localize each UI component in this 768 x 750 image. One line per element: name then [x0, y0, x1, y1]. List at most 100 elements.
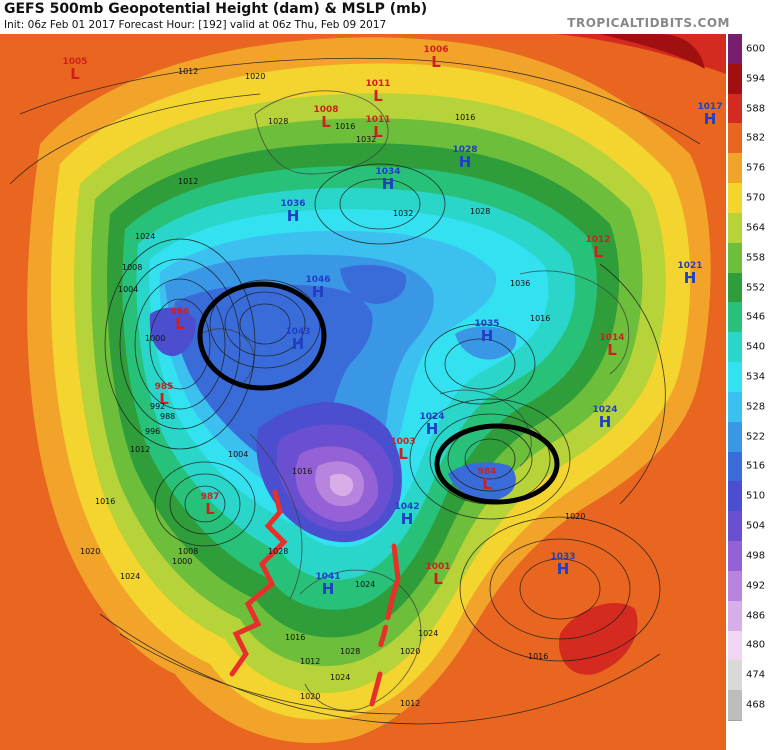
colorbar-swatch — [728, 451, 742, 483]
colorbar-label: 474 — [746, 669, 766, 681]
trough-line-east-a — [389, 543, 401, 602]
pressure-value: 1003 — [390, 437, 415, 447]
colorbar-label: 522 — [746, 431, 766, 443]
trough-line-east-b — [375, 597, 395, 657]
colorbar-level: 582 — [728, 123, 768, 155]
colorbar-swatch — [728, 242, 742, 274]
annotation-circle-west — [197, 281, 327, 391]
colorbar-swatch — [728, 153, 742, 185]
pressure-letter: L — [431, 53, 441, 71]
isobar-label: 1016 — [95, 497, 115, 506]
pressure-letter: H — [287, 207, 300, 225]
colorbar-label: 570 — [746, 192, 766, 204]
pressure-letter: L — [373, 123, 383, 141]
band-486 — [330, 473, 354, 497]
colorbar-label: 468 — [746, 699, 766, 711]
pressure-letter: L — [593, 243, 603, 261]
colorbar-label: 582 — [746, 132, 766, 144]
pressure-value: 1043 — [285, 327, 310, 337]
isobar-label: 1012 — [300, 657, 320, 666]
colorbar-level: 468 — [728, 690, 768, 721]
band-594-ne — [600, 34, 705, 69]
colorbar-label: 576 — [746, 162, 766, 174]
pressure-value: 1046 — [305, 275, 330, 285]
pressure-letter: L — [398, 445, 408, 463]
colorbar-label: 540 — [746, 341, 766, 353]
colorbar-swatch — [728, 362, 742, 393]
colorbar-label: 594 — [746, 73, 766, 85]
colorbar-level: 480 — [728, 630, 768, 662]
isobar-label: 1004 — [228, 450, 248, 459]
colorbar-label: 510 — [746, 490, 766, 502]
isobar-label: 1008 — [178, 547, 198, 556]
colorbar-label: 558 — [746, 252, 766, 264]
isobar-label: 1028 — [268, 117, 288, 126]
pressure-value: 1042 — [394, 502, 419, 512]
isobar-label: 1016 — [530, 314, 550, 323]
pressure-letter: L — [205, 500, 215, 518]
colorbar-swatch — [728, 630, 742, 662]
isobar-label: 1016 — [528, 652, 548, 661]
isobar-label: 1016 — [335, 122, 355, 131]
colorbar-level: 564 — [728, 212, 768, 244]
colorbar-swatch — [728, 332, 742, 364]
colorbar-level: 504 — [728, 511, 768, 543]
isobar-label: 1032 — [356, 135, 376, 144]
pressure-letter: L — [159, 390, 169, 408]
isobar-label: 1020 — [245, 72, 265, 81]
isobar-label: 1004 — [118, 285, 138, 294]
pressure-letter: H — [459, 153, 472, 171]
colorbar-swatch — [728, 63, 742, 95]
pressure-value: 1001 — [425, 562, 450, 572]
colorbar-swatch — [728, 123, 742, 155]
isobar-label: 996 — [145, 427, 160, 436]
pressure-value: 1024 — [592, 405, 617, 415]
isobar-label: 1024 — [135, 232, 155, 241]
pressure-letter: L — [70, 65, 80, 83]
pressure-letter: H — [292, 335, 305, 353]
colorbar-level: 540 — [728, 332, 768, 364]
isobar-label: 1012 — [178, 177, 198, 186]
colorbar-swatch — [728, 570, 742, 602]
pressure-value: 1041 — [315, 572, 340, 582]
colorbar-level: 558 — [728, 242, 768, 274]
colorbar-level: 546 — [728, 302, 768, 334]
colorbar-label: 528 — [746, 401, 766, 413]
pressure-value: 1021 — [677, 261, 702, 271]
isobar-label: 1036 — [510, 279, 530, 288]
colorbar-level: 570 — [728, 183, 768, 214]
pressure-letter: H — [704, 110, 717, 128]
pressure-value: 986 — [171, 307, 190, 317]
pressure-value: 1012 — [585, 235, 610, 245]
colorbar-swatch — [728, 690, 742, 721]
colorbar-label: 534 — [746, 371, 766, 383]
pressure-value: 1008 — [313, 105, 338, 115]
pressure-letter: H — [312, 283, 325, 301]
colorbar-swatch — [728, 34, 742, 65]
colorbar-swatch — [728, 391, 742, 423]
colorbar-level: 516 — [728, 451, 768, 483]
pressure-letter: L — [175, 315, 185, 333]
colorbar-label: 552 — [746, 282, 766, 293]
colorbar-level: 600 — [728, 34, 768, 65]
colorbar-level: 528 — [728, 391, 768, 423]
pressure-value: 1024 — [419, 412, 444, 422]
annotation-circle-atlantic — [434, 423, 560, 505]
map-subtitle: Init: 06z Feb 01 2017 Forecast Hour: [19… — [4, 19, 387, 31]
pressure-letter: H — [401, 510, 414, 528]
